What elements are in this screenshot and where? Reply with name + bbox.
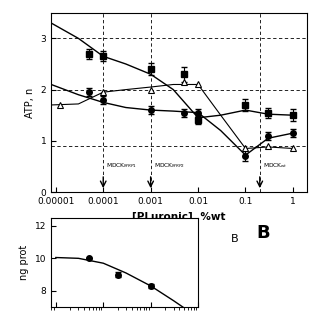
Y-axis label: ATP, n: ATP, n: [25, 87, 35, 117]
Y-axis label: ng prot: ng prot: [19, 245, 29, 280]
Text: B: B: [256, 224, 270, 242]
Text: MDCK$_{MRP2}$: MDCK$_{MRP2}$: [154, 162, 184, 171]
X-axis label: [PLuronic], %wt: [PLuronic], %wt: [132, 212, 226, 222]
Text: MDCK$_{wt}$: MDCK$_{wt}$: [263, 162, 287, 171]
Text: B: B: [230, 234, 238, 244]
Text: MDCK$_{MRP1}$: MDCK$_{MRP1}$: [106, 162, 137, 171]
